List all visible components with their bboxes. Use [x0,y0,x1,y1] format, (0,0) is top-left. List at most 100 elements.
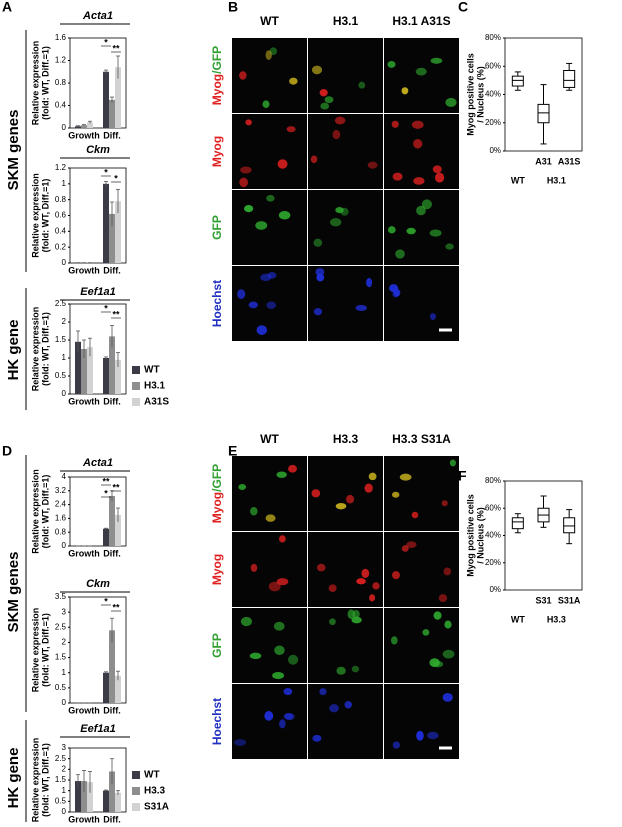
nucleus [276,471,287,478]
bar [115,514,121,546]
y-tick-label: 1 [62,179,67,188]
chart-title: Acta1 [82,457,113,469]
nucleus [432,165,442,174]
legend-label: S31A [144,802,169,813]
nucleus [391,491,400,498]
nucleus [315,268,325,276]
bar [75,126,81,128]
nucleus [369,594,376,602]
nucleus [344,701,352,709]
y-tick-label: 0% [489,146,501,155]
x-tick-label: Diff. [103,265,121,275]
micrograph [308,190,383,265]
micrograph [308,684,383,759]
y-axis-label: (fold: WT, Diff.=1) [40,179,50,253]
group-label: WT [511,175,525,185]
nucleus [372,582,380,590]
y-tick-label: 40% [485,90,501,99]
x-tick-label: Growth [68,130,100,140]
nucleus [438,594,448,603]
bar [87,782,93,812]
legend-label: H3.3 [144,786,166,797]
nucleus [399,473,412,481]
legend-label: WT [144,770,160,781]
nucleus [367,161,378,169]
nucleus [273,621,285,631]
x-tick-label: Diff. [103,130,121,140]
nucleus [392,741,401,749]
panel-letter: A [2,0,12,15]
nucleus [312,734,322,742]
bar [81,125,87,128]
nucleus [335,502,347,510]
nucleus [238,484,247,491]
y-tick-label: 2 [62,317,67,326]
legend-label: H3.1 [144,381,166,392]
nucleus [415,67,427,76]
x-tick-label: S31A [558,595,581,605]
y-tick-label: 60% [485,61,501,70]
panel-letter: F [458,468,467,484]
y-tick-label: 1.6 [55,514,67,523]
sig-label: ** [112,602,120,612]
row-label-part: Myog [210,554,224,585]
nucleus [311,65,323,75]
bar [115,792,121,812]
nucleus [267,272,277,279]
nucleus [240,616,252,627]
nucleus [240,166,252,174]
y-tick-label: 0.5 [55,796,67,805]
y-tick-label: 3.5 [55,592,67,601]
nucleus [279,719,286,729]
row-label-part: Hoechst [210,698,224,745]
column-label: WT [260,14,279,28]
x-tick-label: S31 [535,595,551,605]
nucleus [316,273,325,282]
nucleus [445,243,454,250]
row-label-part: GFP [210,633,224,658]
nucleus [442,649,455,659]
nucleus [329,618,336,626]
y-axis-label: Relative expression [30,738,40,823]
bar [115,201,121,263]
nucleus [421,199,433,210]
plot-frame [69,596,127,704]
row-label-part: GFP [210,215,224,240]
x-tick-label: A31 [535,156,552,166]
nucleus [429,229,442,237]
y-axis-label: (fold: WT, Diff.=1) [40,743,50,817]
group-label: WT [511,614,525,624]
sig-label: * [104,596,108,606]
bar [87,122,93,128]
row-label: Myog [210,554,224,585]
y-tick-label: 0% [489,585,501,594]
sig-label: * [104,303,108,313]
chart-title: Eef1a1 [80,723,115,735]
y-tick-label: 2 [62,638,67,647]
y-tick-label: 80% [485,476,501,485]
nucleus [264,710,274,721]
x-tick-label: Diff. [103,705,121,715]
y-tick-label: 60% [485,503,501,512]
row-label-part: Myog [210,136,224,167]
y-axis-label: / Nucleus (%) [475,507,485,564]
y-tick-label: 1 [62,353,67,362]
nucleus [449,459,456,467]
nucleus [286,126,296,133]
column-label: H3.3 [333,432,359,446]
bar [115,675,121,703]
y-tick-label: 1.2 [55,163,67,172]
panel-letter: B [228,0,238,15]
nucleus [239,177,249,188]
nucleus [358,81,366,89]
sig-label: * [104,37,108,47]
nucleus [361,568,370,578]
micrograph [308,38,383,113]
nucleus [262,100,270,109]
nucleus [395,249,405,259]
nucleus [434,172,445,183]
nucleus [368,472,377,481]
nucleus [332,129,341,140]
y-tick-label: 0.8 [55,527,67,536]
column-label: H3.1 [333,14,359,28]
